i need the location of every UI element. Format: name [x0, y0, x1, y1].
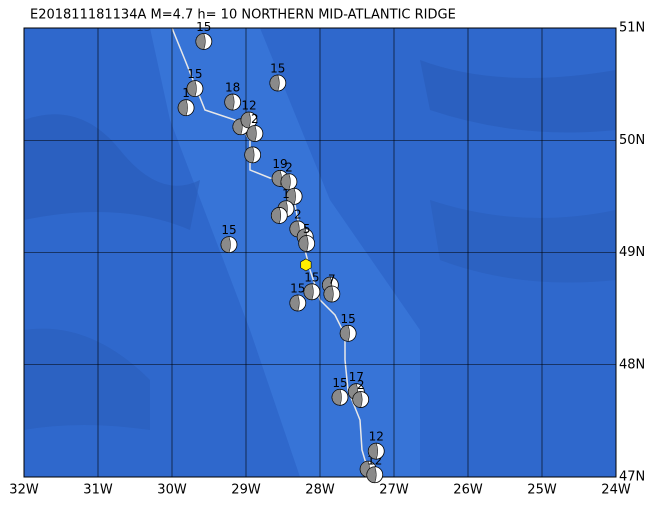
depth-label: 12	[241, 99, 256, 113]
beachball-quadrant	[289, 220, 300, 238]
beachball-quadrant	[244, 146, 255, 164]
depth-label: 1	[182, 86, 190, 100]
depth-label: 7	[328, 273, 336, 287]
lon-tick-label: 27W	[379, 483, 409, 498]
lon-tick-label: 32W	[9, 483, 39, 498]
focal-mechanism	[186, 80, 204, 98]
depth-label: 15	[221, 223, 236, 237]
beachball-quadrant	[271, 207, 282, 224]
lat-tick-label: 48N	[619, 357, 645, 372]
map-title: E201811181134A M=4.7 h= 10 NORTHERN MID-…	[30, 8, 456, 23]
depth-label: 15	[332, 376, 347, 390]
depth-label: 15	[290, 282, 305, 296]
beachball-quadrant	[240, 111, 251, 129]
focal-mechanism	[224, 93, 242, 111]
focal-mechanism	[270, 207, 288, 224]
focal-mechanism	[331, 388, 349, 406]
lon-tick-label: 31W	[83, 483, 113, 498]
focal-mechanism	[367, 442, 385, 460]
depth-label: 1	[282, 187, 290, 201]
lon-tick-label: 25W	[527, 483, 557, 498]
focal-mechanism	[289, 294, 307, 312]
focal-mechanism	[339, 324, 357, 342]
focal-mechanism	[269, 74, 287, 92]
lon-tick-label: 29W	[231, 483, 261, 498]
beachball-quadrant	[298, 235, 309, 252]
depth-label: 2	[285, 160, 293, 174]
focal-mechanism	[177, 99, 195, 117]
lon-tick-label: 30W	[157, 483, 187, 498]
focal-mechanism	[244, 146, 262, 164]
depth-label: 2	[251, 112, 259, 126]
focal-mechanism	[303, 283, 321, 301]
beachball-quadrant	[280, 173, 291, 191]
lat-tick-label: 49N	[619, 245, 645, 260]
depth-label: 15	[340, 312, 355, 326]
depth-label: 5	[303, 222, 311, 236]
depth-label: 15	[304, 270, 319, 284]
beachball-quadrant	[339, 325, 350, 342]
focal-mechanism	[366, 466, 384, 484]
focal-mechanism	[352, 391, 370, 408]
beachball-quadrant	[224, 93, 235, 111]
focal-mechanism	[298, 235, 316, 252]
beachball-quadrant	[331, 389, 342, 406]
lat-tick-label: 51N	[619, 21, 645, 36]
focal-mechanism	[246, 125, 264, 142]
epicenter	[300, 258, 312, 272]
beachball-quadrant	[269, 74, 280, 92]
beachball-quadrant	[366, 466, 377, 484]
depth-label: 12	[369, 430, 384, 444]
beachball-quadrant	[246, 125, 257, 142]
focal-mechanism	[195, 33, 213, 50]
focal-mechanism	[220, 236, 238, 254]
focal-mechanism	[280, 173, 298, 191]
beachball-quadrant	[271, 170, 282, 187]
beachball-quadrant	[368, 442, 378, 460]
beachball-quadrant	[186, 80, 197, 97]
depth-label: 2	[357, 378, 365, 392]
depth-label: 17	[349, 370, 364, 384]
focal-mechanism	[323, 285, 341, 303]
beachball-quadrant	[195, 33, 206, 50]
beachball-quadrant	[323, 285, 334, 303]
beachball-quadrant	[177, 99, 188, 116]
depth-label: 2	[294, 207, 302, 221]
beachball-quadrant	[289, 294, 300, 312]
lat-tick-label: 47N	[619, 470, 645, 485]
beachball-quadrant	[352, 391, 363, 408]
lat-tick-label: 50N	[619, 133, 645, 148]
focal-mechanism	[285, 187, 303, 205]
beachball-quadrant	[220, 236, 231, 253]
lon-tick-label: 28W	[305, 483, 335, 498]
focal-mechanism	[240, 111, 258, 129]
lon-tick-label: 24W	[601, 483, 631, 498]
beachball-quadrant	[303, 283, 314, 301]
depth-label: 15	[270, 62, 285, 76]
depth-label: 18	[225, 81, 240, 95]
depth-label: 19	[272, 157, 287, 171]
depth-label: 15	[196, 20, 211, 34]
lon-tick-label: 26W	[453, 483, 483, 498]
map-frame	[23, 27, 617, 478]
depth-label: 15	[187, 67, 202, 81]
